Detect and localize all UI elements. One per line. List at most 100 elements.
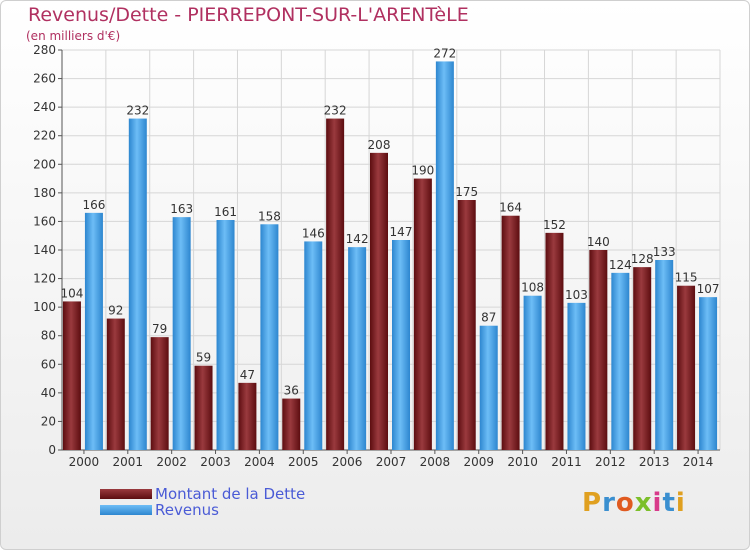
data-label-revenus-2010: 108 <box>521 281 544 295</box>
logo-letter-4: i <box>652 488 663 518</box>
bar-revenus-2001 <box>128 118 147 451</box>
data-label-revenus-2009: 87 <box>481 311 496 325</box>
bar-dette-2013 <box>633 267 652 450</box>
logo-letter-2: o <box>615 488 635 518</box>
bar-revenus-2004 <box>260 224 279 450</box>
ytick-label-240: 240 <box>33 100 56 114</box>
bar-dette-2006 <box>326 118 345 451</box>
bar-dette-2003 <box>194 365 213 450</box>
data-labels: 104 166 92 232 79 163 59 161 47 158 36 146 232 142 208… <box>60 46 719 397</box>
bar-revenus-2008 <box>435 61 454 451</box>
legend-label-dette: Montant de la Dette <box>155 485 306 503</box>
logo-letter-0: P <box>582 488 603 518</box>
data-label-dette-2012: 140 <box>587 235 610 249</box>
ytick-label-120: 120 <box>33 272 56 286</box>
axes: 0 20 40 60 80 100 120 140 160 180 200 220 240 260 280 2… <box>33 43 720 469</box>
data-label-revenus-2003: 161 <box>214 205 237 219</box>
bar-dette-2008 <box>413 178 432 451</box>
ytick-label-40: 40 <box>41 386 56 400</box>
data-label-dette-2000: 104 <box>60 286 83 300</box>
data-label-dette-2004: 47 <box>240 368 255 382</box>
ytick-label-280: 280 <box>33 43 56 57</box>
data-label-dette-2006: 232 <box>324 104 347 118</box>
ytick-label-260: 260 <box>33 72 56 86</box>
xtick-label-2010: 2010 <box>507 455 538 469</box>
bar-dette-2001 <box>106 318 125 450</box>
data-label-dette-2007: 208 <box>368 138 391 152</box>
ytick-label-220: 220 <box>33 129 56 143</box>
bar-revenus-2014 <box>699 297 718 450</box>
chart-subtitle: (en milliers d'€) <box>26 29 121 43</box>
logo-letter-5: t <box>662 488 676 518</box>
logo-letter-1: r <box>602 488 616 518</box>
bar-revenus-2003 <box>216 220 235 450</box>
data-label-dette-2014: 115 <box>675 271 698 285</box>
ytick-label-80: 80 <box>41 329 56 343</box>
xtick-label-2011: 2011 <box>551 455 582 469</box>
ytick-label-180: 180 <box>33 186 56 200</box>
bar-revenus-2009 <box>479 325 498 450</box>
bar-dette-2009 <box>457 200 476 450</box>
ytick-label-100: 100 <box>33 300 56 314</box>
legend-swatch-revenus <box>100 505 152 515</box>
xtick-label-2007: 2007 <box>376 455 407 469</box>
bar-dette-2005 <box>282 398 301 450</box>
xtick-label-2014: 2014 <box>683 455 714 469</box>
data-label-dette-2001: 92 <box>108 304 123 318</box>
bars <box>62 61 718 451</box>
data-label-revenus-2007: 147 <box>390 225 413 239</box>
xtick-label-2008: 2008 <box>420 455 451 469</box>
logo-letter-6: i <box>675 488 686 518</box>
bar-revenus-2012 <box>611 272 630 450</box>
bar-revenus-2013 <box>655 260 674 450</box>
xtick-label-2012: 2012 <box>595 455 626 469</box>
ytick-label-60: 60 <box>41 357 56 371</box>
ytick-label-140: 140 <box>33 243 56 257</box>
xtick-label-2005: 2005 <box>288 455 319 469</box>
data-label-revenus-2013: 133 <box>653 245 676 259</box>
data-label-revenus-2006: 142 <box>346 232 369 246</box>
bar-dette-2002 <box>150 337 169 450</box>
data-label-revenus-2001: 232 <box>126 104 149 118</box>
legend-swatch-dette <box>100 489 152 499</box>
xtick-label-2013: 2013 <box>639 455 670 469</box>
xtick-label-2006: 2006 <box>332 455 363 469</box>
bar-dette-2012 <box>589 250 608 450</box>
xtick-label-2004: 2004 <box>244 455 275 469</box>
ytick-label-160: 160 <box>33 214 56 228</box>
data-label-dette-2005: 36 <box>284 384 299 398</box>
xtick-label-2002: 2002 <box>156 455 187 469</box>
logo-letter-3: x <box>634 488 653 518</box>
bar-revenus-2011 <box>567 302 586 450</box>
bar-dette-2000 <box>62 301 81 450</box>
data-label-dette-2008: 190 <box>411 164 434 178</box>
xtick-label-2009: 2009 <box>463 455 494 469</box>
legend-label-revenus: Revenus <box>155 501 219 519</box>
bar-revenus-2010 <box>523 295 542 450</box>
bar-revenus-2000 <box>84 212 103 450</box>
proxiti-logo: Proxiti <box>582 488 686 518</box>
xtick-label-2003: 2003 <box>200 455 231 469</box>
data-label-dette-2010: 164 <box>499 201 522 215</box>
data-label-revenus-2011: 103 <box>565 288 588 302</box>
bar-dette-2011 <box>545 232 564 450</box>
data-label-revenus-2014: 107 <box>697 282 720 296</box>
data-label-dette-2002: 79 <box>152 322 167 336</box>
bar-revenus-2005 <box>304 241 323 450</box>
data-label-revenus-2004: 158 <box>258 209 281 223</box>
bar-dette-2004 <box>238 382 257 450</box>
bar-dette-2014 <box>677 285 696 450</box>
bar-revenus-2007 <box>392 240 410 450</box>
data-label-revenus-2005: 146 <box>302 226 325 240</box>
data-label-revenus-2002: 163 <box>170 202 193 216</box>
xtick-label-2001: 2001 <box>113 455 144 469</box>
data-label-revenus-2000: 166 <box>82 198 105 212</box>
data-label-dette-2003: 59 <box>196 351 211 365</box>
xtick-label-2000: 2000 <box>69 455 100 469</box>
chart-title: Revenus/Dette - PIERREPONT-SUR-L'ARENTèL… <box>28 4 469 26</box>
data-label-revenus-2012: 124 <box>609 258 632 272</box>
ytick-label-0: 0 <box>48 443 56 457</box>
ytick-label-200: 200 <box>33 157 56 171</box>
data-label-dette-2013: 128 <box>631 252 654 266</box>
